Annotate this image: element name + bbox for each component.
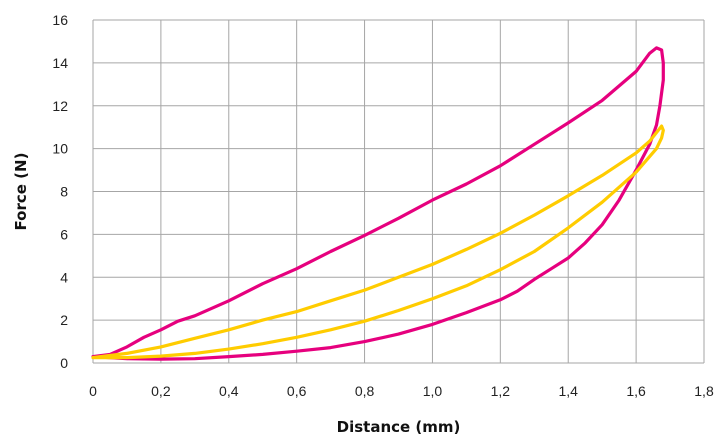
- x-tick-label: 0: [89, 383, 97, 399]
- x-tick-label: 1,0: [423, 383, 443, 399]
- x-tick-label: 0,4: [219, 383, 239, 399]
- x-axis-title: Distance (mm): [337, 418, 461, 436]
- y-tick-label: 14: [52, 55, 68, 71]
- y-tick-label: 8: [60, 184, 68, 200]
- x-tick-label: 0,8: [355, 383, 375, 399]
- x-tick-label: 0,2: [151, 383, 171, 399]
- y-tick-label: 16: [52, 12, 68, 28]
- series-line-1: [91, 46, 665, 361]
- y-tick-label: 12: [52, 98, 68, 114]
- x-tick-label: 0,6: [287, 383, 307, 399]
- series-layer: [91, 46, 665, 361]
- x-tick-label: 1,4: [558, 383, 578, 399]
- y-tick-label: 0: [60, 355, 68, 371]
- tick-labels: 0 0,2 0,4 0,6 0,8 1,0 1,2 1,4 1,6 1,8 0 2 4 6 8 10 12 14 1…: [52, 12, 714, 399]
- y-tick-label: 10: [52, 141, 68, 157]
- y-tick-label: 6: [60, 226, 68, 242]
- y-axis-title: Force (N): [12, 153, 30, 231]
- series-line-2: [91, 124, 665, 360]
- y-tick-label: 2: [60, 312, 68, 328]
- x-tick-label: 1,6: [626, 383, 646, 399]
- x-tick-label: 1,8: [694, 383, 714, 399]
- x-tick-label: 1,2: [491, 383, 511, 399]
- y-tick-label: 4: [60, 269, 68, 285]
